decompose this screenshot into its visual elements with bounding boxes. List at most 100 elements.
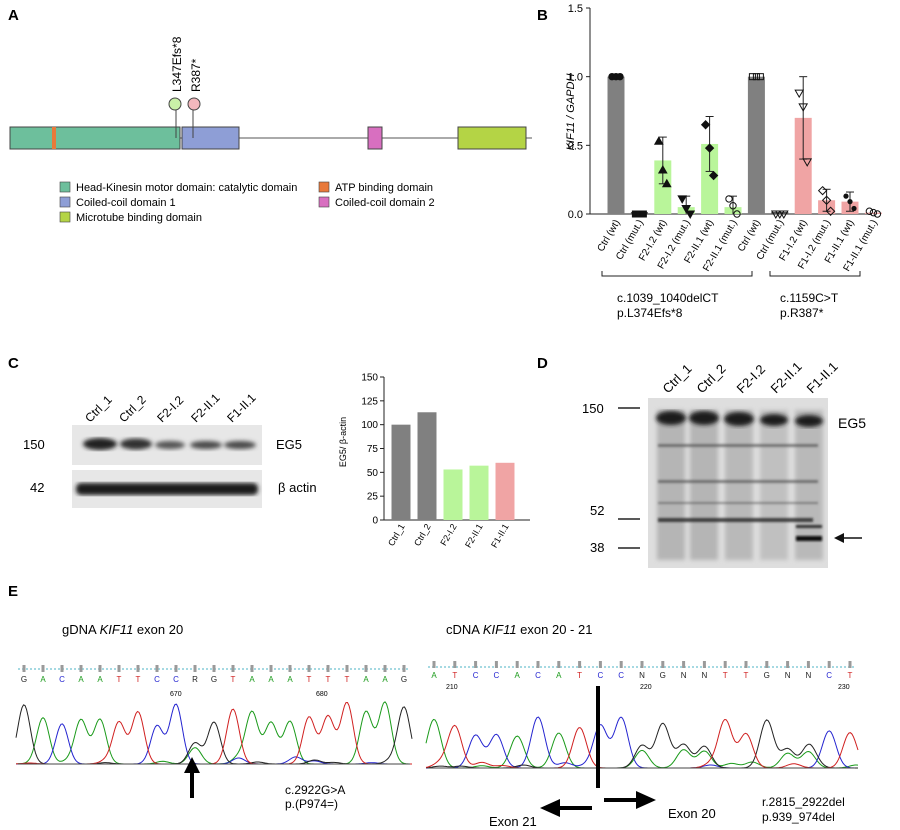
data-point (677, 195, 688, 204)
base-call: C (494, 671, 500, 680)
base-call: A (40, 675, 46, 684)
quality-bar (288, 665, 292, 672)
panel-e: E gDNA KIF11 exon 20 cDNA KIF11 exon 20 … (8, 583, 859, 829)
quality-bar (578, 661, 582, 668)
base-call: N (806, 671, 812, 680)
band-label-actin: β actin (278, 480, 317, 495)
mutation-marker-r387 (187, 97, 201, 111)
bar (443, 469, 463, 520)
x-tick-label: F2-I.2 (438, 522, 458, 547)
data-point (756, 73, 764, 81)
base-call: T (723, 671, 728, 680)
trace-C (426, 716, 858, 769)
quality-bar (269, 665, 273, 672)
position-label: 210 (446, 684, 458, 691)
bar (794, 117, 812, 214)
base-call: C (618, 671, 624, 680)
panel-d-letter: D (537, 355, 548, 372)
chart-b-ylabel: KIF11 / GAPDH (565, 74, 577, 151)
quality-bar (250, 665, 254, 672)
data-point (616, 72, 624, 81)
base-call: T (231, 675, 236, 684)
exon-20-arrow (636, 791, 656, 809)
quality-bar (364, 665, 368, 672)
position-label: 230 (838, 684, 850, 691)
y-tick-label: 1.0 (568, 72, 583, 84)
base-call: C (598, 671, 604, 680)
quality-bar (174, 665, 178, 672)
quality-bar (22, 665, 26, 672)
domain-legend: Head-Kinesin motor domain: catalytic dom… (59, 181, 435, 224)
quality-bar (557, 661, 561, 668)
group-label-1-protein: p.L374Efs*8 (617, 306, 683, 320)
mw-label: 38 (590, 540, 604, 555)
base-call: C (473, 671, 479, 680)
legend-label: Head-Kinesin motor domain: catalytic dom… (76, 182, 297, 194)
quality-bar (432, 661, 436, 668)
data-point (798, 103, 809, 112)
base-call: N (702, 671, 708, 680)
y-tick-label: 25 (367, 492, 379, 503)
base-call: T (136, 675, 141, 684)
legend-label: Microtube binding domain (76, 212, 202, 224)
quality-bar (453, 661, 457, 668)
quality-bar (212, 665, 216, 672)
panel-e-letter: E (8, 583, 18, 600)
group-label-1-cdna: c.1039_1040delCT (617, 291, 719, 305)
x-tick-label: Ctrl_1 (386, 522, 407, 548)
microtubule-binding-domain (457, 126, 527, 150)
cdna-variant-rna: r.2815_2922del (762, 795, 845, 809)
quality-bar (702, 661, 706, 668)
base-call: G (211, 675, 217, 684)
quality-bar (848, 661, 852, 668)
quality-bar (193, 665, 197, 672)
base-call: A (78, 675, 84, 684)
base-call: G (21, 675, 27, 684)
quality-bar (640, 661, 644, 668)
base-call: A (515, 671, 521, 680)
base-call: G (660, 671, 666, 680)
quality-bar (98, 665, 102, 672)
cdna-chromatogram: A T C C A C A T C C N G N N T T G N N C T 210 220 230 Exon 2… (425, 661, 859, 829)
legend-label: Coiled-coil domain 1 (76, 197, 176, 209)
y-tick-label: 150 (361, 373, 378, 384)
bar (469, 465, 489, 520)
quality-bar (682, 661, 686, 668)
quality-bar (474, 661, 478, 668)
data-point (843, 193, 849, 199)
quality-bar (765, 661, 769, 668)
lane-label: F2-II.1 (768, 359, 805, 396)
quality-bar (307, 665, 311, 672)
quality-bar (345, 665, 349, 672)
quality-bar (827, 661, 831, 668)
mw-label: 150 (582, 401, 604, 416)
lane-label: F2-I.2 (154, 393, 186, 425)
lane-label: F1-II.1 (804, 359, 841, 396)
group-label-2-protein: p.R387* (780, 306, 824, 320)
eg5-ratio-chart: 0 25 50 75 100 125 150 Ctrl_1 Ctrl_2 F2-I.2 F2-II.… (361, 373, 530, 550)
data-point (733, 210, 741, 218)
quality-bar (402, 665, 406, 672)
quality-bar (661, 661, 665, 668)
base-call: G (764, 671, 770, 680)
panel-c: C Ctrl_1 Ctrl_2 F2-I.2 F2-II.1 F1-II.1 1… (8, 355, 530, 550)
position-label: 670 (170, 691, 182, 698)
mutation-marker-l347 (168, 97, 182, 111)
gdna-title: gDNA KIF11 exon 20 (62, 622, 183, 637)
gdna-variant-cdna: c.2922G>A (285, 783, 345, 797)
position-label: 220 (640, 684, 652, 691)
base-call: A (363, 675, 369, 684)
base-call: C (826, 671, 832, 680)
mw-label: 150 (23, 437, 45, 452)
data-point (729, 202, 737, 210)
panel-b-letter: B (537, 7, 548, 24)
lane-label: Ctrl_2 (694, 361, 729, 396)
quality-bar (515, 661, 519, 668)
data-point (725, 195, 733, 203)
trace-G (425, 719, 858, 769)
base-call: A (382, 675, 388, 684)
base-call: T (117, 675, 122, 684)
y-tick-label: 0 (372, 516, 378, 527)
base-call: T (307, 675, 312, 684)
